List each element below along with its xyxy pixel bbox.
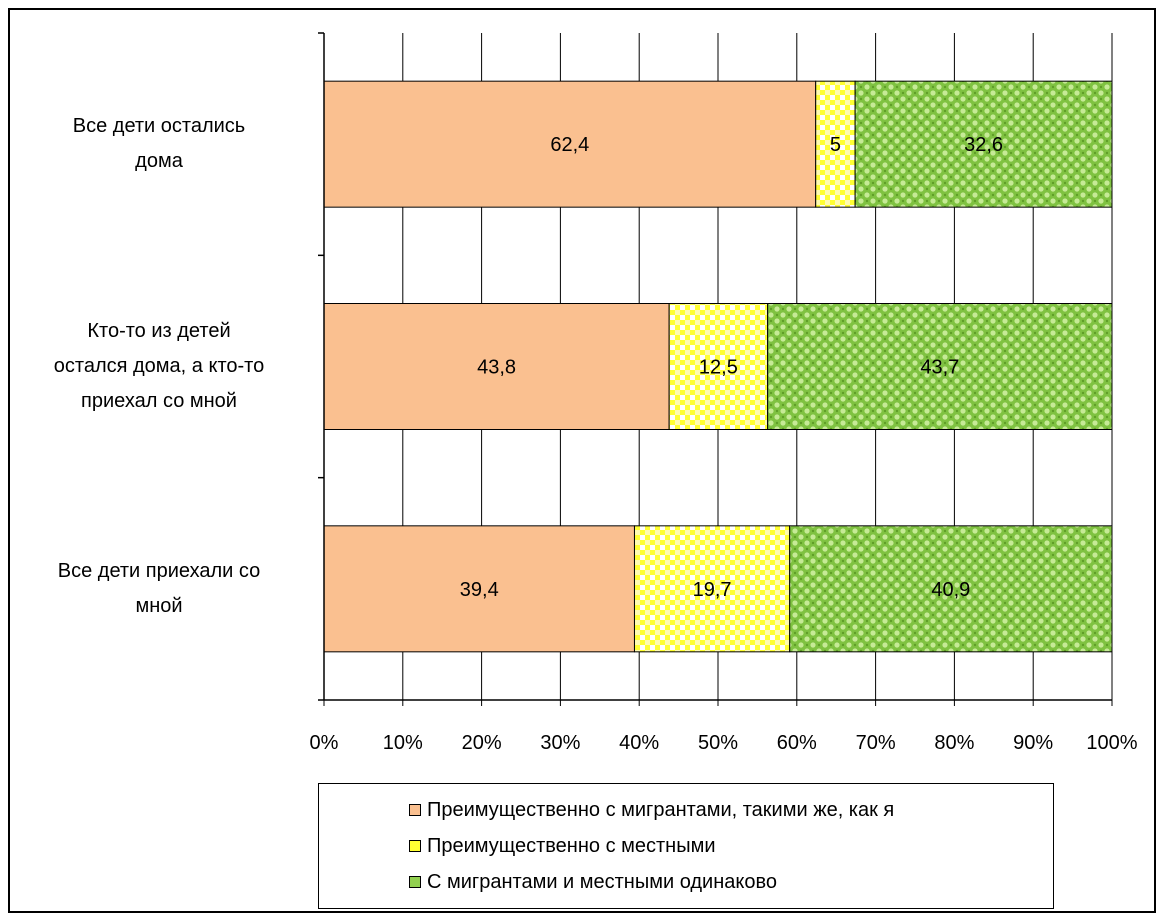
- legend: Преимущественно с мигрантами, такими же,…: [318, 783, 1054, 909]
- x-tick-label: 80%: [934, 732, 974, 754]
- category-label-line: приехал со мной: [81, 390, 237, 412]
- legend-item-locals: Преимущественно с местными: [409, 834, 716, 858]
- data-label: 40,9: [931, 579, 970, 601]
- x-tick-label: 40%: [619, 732, 659, 754]
- category-label-line: Кто-то из детей: [87, 320, 231, 342]
- data-label: 62,4: [550, 134, 589, 156]
- data-labels: 62,4 5 32,6 43,8 12,5 43,7 39,4 19,7 40,9: [460, 134, 1003, 601]
- category-label-line: дома: [135, 150, 183, 173]
- x-tick-label: 50%: [698, 732, 738, 754]
- bar-segment: [668, 303, 769, 430]
- category-label-line: Все дети остались: [72, 115, 246, 138]
- legend-label-locals: Преимущественно с местными: [427, 834, 716, 857]
- data-label: 43,7: [920, 357, 959, 379]
- legend-item-migrants: Преимущественно с мигрантами, такими же,…: [409, 798, 894, 822]
- data-label: 39,4: [460, 579, 499, 601]
- x-tick-label: 70%: [856, 732, 896, 754]
- data-label: 5: [830, 134, 841, 156]
- category-label-line: остался дома, а кто-то: [53, 355, 265, 377]
- axes: 0% 10% 20% 30% 40% 50% 60% 70% 80% 90% 100%: [310, 32, 1138, 754]
- x-tick-label: 100%: [1086, 732, 1137, 754]
- bar-segment: [815, 80, 856, 208]
- data-label: 32,6: [964, 134, 1003, 156]
- legend-item-both: С мигрантами и местными одинаково: [409, 870, 777, 894]
- bar-segment: [633, 525, 791, 653]
- legend-swatch-both: [409, 876, 421, 888]
- bar-segments: [323, 80, 1113, 653]
- category-label: Все дети приехали со мной: [14, 554, 304, 624]
- x-tick-label: 20%: [462, 732, 502, 754]
- data-label: 12,5: [699, 357, 738, 379]
- bar-segment: [789, 525, 1113, 653]
- x-tick-label: 30%: [540, 732, 580, 754]
- legend-label-migrants: Преимущественно с мигрантами, такими же,…: [427, 798, 895, 821]
- legend-label-both: С мигрантами и местными одинаково: [427, 870, 778, 893]
- category-label: Кто-то из детей остался дома, а кто-то при…: [14, 314, 304, 419]
- bar-segment: [767, 303, 1113, 430]
- bar-segment: [854, 80, 1113, 208]
- data-label: 43,8: [477, 357, 516, 379]
- category-label-line: Все дети приехали со: [57, 559, 261, 582]
- category-label: Все дети остались дома: [14, 109, 304, 179]
- legend-swatch-migrants: [409, 804, 421, 816]
- data-label: 19,7: [693, 579, 732, 601]
- bar-segment: [323, 525, 635, 653]
- category-label-line: мной: [135, 594, 183, 617]
- x-tick-label: 90%: [1013, 732, 1053, 754]
- x-tick-label: 10%: [383, 732, 423, 754]
- legend-swatch-locals: [409, 840, 421, 852]
- x-tick-label: 0%: [310, 732, 339, 754]
- x-tick-label: 60%: [777, 732, 817, 754]
